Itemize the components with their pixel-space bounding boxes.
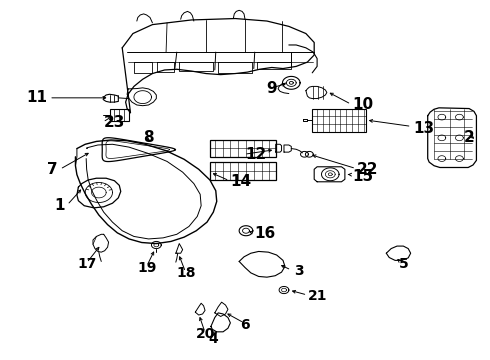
Text: 8: 8: [143, 130, 153, 145]
Text: 11: 11: [26, 90, 48, 105]
Text: 22: 22: [357, 162, 379, 177]
Text: 6: 6: [240, 318, 250, 332]
Text: 9: 9: [267, 81, 277, 96]
Text: 1: 1: [54, 198, 65, 212]
Text: 20: 20: [196, 327, 216, 341]
Bar: [210, 140, 276, 157]
Text: 23: 23: [104, 115, 125, 130]
Text: 2: 2: [464, 130, 474, 145]
Text: 5: 5: [398, 257, 408, 271]
Text: 13: 13: [413, 121, 434, 136]
Text: 18: 18: [177, 266, 196, 280]
Text: 7: 7: [47, 162, 57, 177]
Text: 14: 14: [230, 174, 251, 189]
Text: 16: 16: [255, 226, 276, 241]
Bar: [110, 109, 129, 121]
Bar: [312, 109, 366, 132]
Text: 3: 3: [294, 264, 303, 278]
Text: 12: 12: [245, 148, 266, 162]
Text: 4: 4: [208, 332, 218, 346]
Text: 17: 17: [77, 257, 97, 271]
Bar: [210, 162, 276, 180]
Text: 15: 15: [352, 169, 373, 184]
Text: 21: 21: [308, 289, 328, 303]
Text: 19: 19: [138, 261, 157, 275]
Text: 10: 10: [352, 98, 373, 112]
